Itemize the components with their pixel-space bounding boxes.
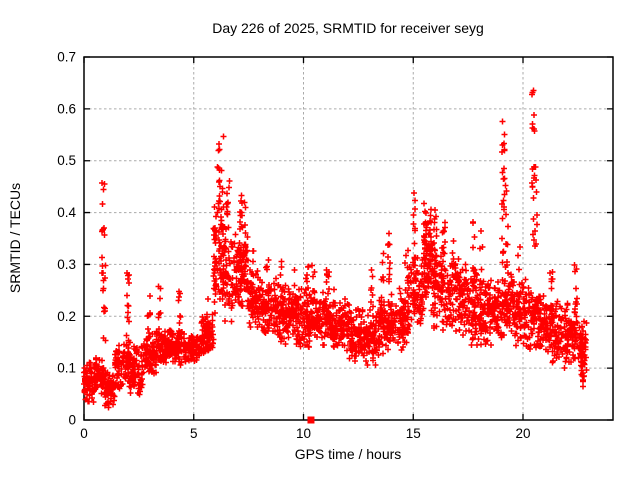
- gridlines: [84, 57, 613, 420]
- x-axis-label: GPS time / hours: [295, 446, 402, 462]
- svg-text:0: 0: [68, 413, 76, 428]
- flagged-zero-point: [307, 416, 315, 424]
- svg-text:0.5: 0.5: [57, 153, 76, 168]
- svg-text:0.4: 0.4: [57, 205, 76, 220]
- x-tick-labels: 0 5 10 15 20: [80, 426, 530, 441]
- y-axis-label: SRMTID / TECUs: [7, 183, 23, 293]
- svg-text:20: 20: [515, 426, 530, 441]
- data-points: [81, 87, 590, 411]
- chart-title: Day 226 of 2025, SRMTID for receiver sey…: [212, 20, 484, 36]
- svg-text:15: 15: [406, 426, 421, 441]
- svg-text:0.3: 0.3: [57, 257, 76, 272]
- y-tick-labels: 0 0.1 0.2 0.3 0.4 0.5 0.6 0.7: [57, 50, 76, 428]
- svg-text:0.2: 0.2: [57, 309, 76, 324]
- svg-text:0: 0: [80, 426, 88, 441]
- svg-text:5: 5: [190, 426, 198, 441]
- svg-text:0.7: 0.7: [57, 50, 76, 65]
- axis-ticks: [83, 56, 613, 421]
- svg-text:0.6: 0.6: [57, 101, 76, 116]
- svg-text:0.1: 0.1: [57, 361, 76, 376]
- plot-frame: [83, 56, 614, 421]
- svg-text:10: 10: [296, 426, 311, 441]
